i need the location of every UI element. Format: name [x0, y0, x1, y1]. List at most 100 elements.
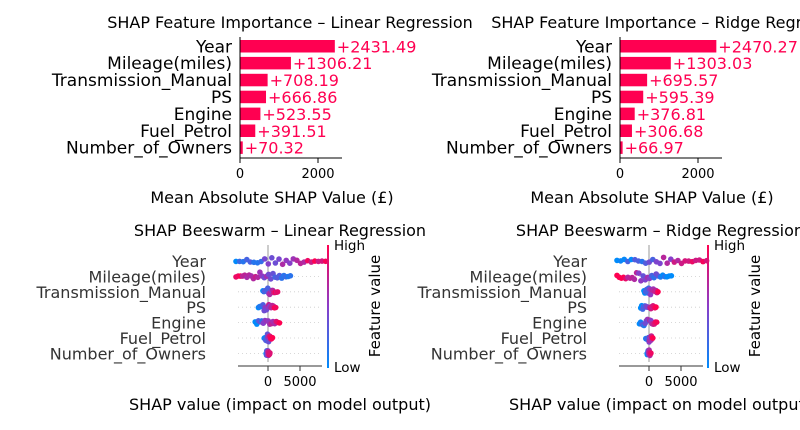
swarm-point: [279, 261, 286, 268]
swarm-point: [653, 319, 660, 326]
category-label: Fuel_Petrol: [501, 329, 587, 349]
bar: [240, 124, 256, 137]
bar: [240, 40, 335, 53]
category-label: Number_of_Owners: [66, 139, 232, 159]
category-label: Number_of_Owners: [446, 139, 612, 159]
bar: [240, 73, 268, 87]
x-tick-label: 2000: [301, 167, 334, 182]
panel-bar-ridge: SHAP Feature Importance – Ridge Regressi…: [431, 13, 800, 207]
category-label: Transmission_Manual: [417, 283, 588, 303]
data-label: +306.68: [634, 122, 703, 141]
bar: [620, 107, 635, 121]
category-label: Number_of_Owners: [431, 344, 587, 364]
x-axis-label: Mean Absolute SHAP Value (£): [150, 188, 393, 207]
category-label: Mileage(miles): [89, 267, 206, 286]
category-label: Fuel_Petrol: [520, 122, 612, 142]
x-axis-label: Mean Absolute SHAP Value (£): [530, 188, 773, 207]
panel-beeswarm-linear: SHAP Beeswarm – Linear Regression YearMi…: [36, 221, 431, 414]
swarm-point: [668, 273, 675, 279]
x-tick-label: 5000: [283, 375, 316, 390]
category-label: Fuel_Petrol: [120, 329, 206, 349]
colorbar-label: Feature value: [746, 255, 764, 357]
swarm-point: [660, 254, 667, 261]
swarm-point: [653, 304, 659, 310]
colorbar-label: Feature value: [366, 255, 384, 357]
swarm-point: [636, 270, 642, 277]
swarm-point: [269, 334, 276, 341]
swarm-point: [272, 260, 279, 266]
bar: [620, 40, 717, 53]
chart-title: SHAP Feature Importance – Ridge Regressi…: [491, 13, 800, 32]
category-label: PS: [211, 88, 232, 108]
swarm-point: [276, 256, 282, 262]
chart-title: SHAP Feature Importance – Linear Regress…: [107, 13, 473, 32]
swarm-point: [655, 289, 661, 295]
bar: [620, 56, 671, 70]
swarm-point: [269, 254, 275, 261]
category-label: Year: [195, 37, 232, 57]
colorbar-high-label: High: [714, 238, 745, 254]
category-label: PS: [567, 298, 587, 317]
x-tick-label: 0: [236, 167, 244, 182]
data-label: +2470.27: [718, 37, 798, 56]
bar: [240, 107, 261, 121]
data-label: +70.32: [245, 139, 304, 158]
data-label: +1306.21: [293, 54, 373, 73]
bar: [240, 141, 243, 154]
x-tick-label: 0: [616, 167, 624, 182]
swarm-point: [268, 276, 274, 282]
swarm-point: [274, 289, 281, 295]
category-label: PS: [591, 88, 612, 108]
category-label: Mileage(miles): [470, 267, 587, 286]
swarm-point: [631, 276, 638, 283]
bar: [240, 56, 291, 70]
swarm-point: [657, 260, 663, 267]
colorbar-low-label: Low: [334, 360, 361, 376]
x-tick-label: 0: [264, 375, 272, 390]
x-tick-label: 2000: [681, 167, 714, 182]
swarm-point: [638, 278, 644, 284]
x-tick-label: 5000: [664, 375, 697, 390]
data-label: +666.86: [268, 88, 337, 107]
swarm-point: [267, 350, 273, 356]
panel-beeswarm-ridge: SHAP Beeswarm – Ridge Regression YearMil…: [417, 221, 800, 414]
category-label: Engine: [554, 105, 612, 125]
data-label: +66.97: [625, 139, 684, 158]
data-label: +708.19: [270, 71, 339, 90]
data-label: +523.55: [262, 105, 331, 124]
colorbar-high-label: High: [334, 238, 365, 254]
data-label: +391.51: [257, 122, 326, 141]
colorbar-low-label: Low: [714, 360, 741, 376]
category-label: Mileage(miles): [107, 54, 232, 74]
category-label: Engine: [151, 314, 206, 333]
swarm-point: [287, 273, 294, 279]
swarm-point: [261, 256, 268, 262]
category-label: Year: [552, 252, 587, 271]
data-label: +595.39: [645, 88, 714, 107]
bar: [620, 124, 632, 137]
category-label: Transmission_Manual: [51, 71, 232, 91]
swarm-point: [650, 335, 656, 341]
category-label: Transmission_Manual: [431, 71, 612, 91]
swarm-point: [265, 261, 272, 267]
swarm-point: [254, 274, 261, 281]
colorbar: [327, 245, 329, 368]
swarm-point: [272, 304, 279, 311]
data-label: +2431.49: [337, 37, 417, 56]
bar: [620, 73, 648, 87]
swarm-point: [276, 320, 283, 326]
chart-title: SHAP Beeswarm – Ridge Regression: [516, 221, 800, 240]
data-label: +376.81: [637, 105, 706, 124]
bar: [240, 90, 267, 104]
data-label: +695.57: [649, 71, 718, 90]
swarm-point: [287, 260, 293, 267]
category-label: Transmission_Manual: [36, 283, 207, 303]
swarm-point: [647, 291, 654, 298]
category-label: Year: [171, 252, 206, 271]
category-label: PS: [186, 298, 206, 317]
data-label: +1303.03: [673, 54, 753, 73]
category-label: Year: [575, 37, 612, 57]
x-axis-label: SHAP value (impact on model output): [509, 395, 800, 414]
